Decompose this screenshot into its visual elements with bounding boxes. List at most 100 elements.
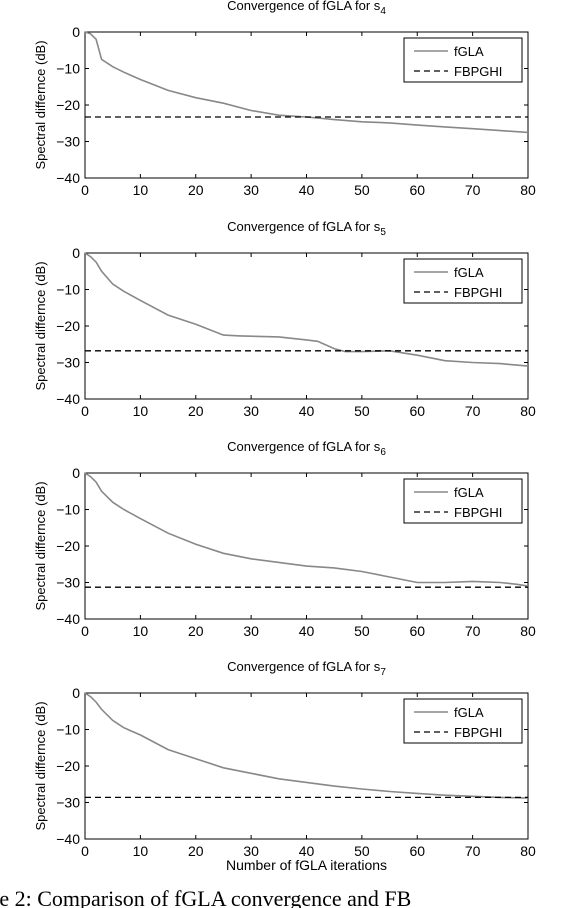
y-tick-label: −20 <box>56 758 80 774</box>
chart-title: Convergence of fGLA for s4 <box>227 0 386 17</box>
figure-caption: re 2: Comparison of fGLA convergence and… <box>0 880 568 908</box>
x-tick-label: 50 <box>354 403 370 419</box>
legend-box <box>403 698 523 744</box>
series-line-fgla <box>84 31 529 134</box>
chart-title-text: Convergence of fGLA for s <box>227 439 381 454</box>
y-tick-label: 0 <box>72 245 80 261</box>
chart-3: Convergence of fGLA for s60 10 20 30 40 50 60 7… <box>33 439 536 639</box>
x-tick-label: 20 <box>188 182 204 198</box>
y-tick-label: −20 <box>56 318 80 334</box>
chart-4: Convergence of fGLA for s70 10 20 30 40 50 60 7… <box>33 659 536 873</box>
chart-title-subscript: 4 <box>380 6 386 17</box>
chart-1: Convergence of fGLA for s40 10 20 30 40 50 60 7… <box>33 0 536 198</box>
x-tick-label: 60 <box>409 182 425 198</box>
x-tick-label: 30 <box>243 843 259 859</box>
y-tick-label: −10 <box>56 61 80 77</box>
y-tick-label: −30 <box>56 575 80 591</box>
legend-label: FBPGHI <box>454 285 502 300</box>
legend-label: FBPGHI <box>454 505 502 520</box>
legend-box <box>403 478 523 524</box>
x-tick-label: 20 <box>188 623 204 639</box>
y-tick-label: −20 <box>56 538 80 554</box>
x-tick-label: 50 <box>354 182 370 198</box>
x-tick-label: 10 <box>133 403 149 419</box>
series-line-fgla <box>84 472 529 587</box>
x-tick-label: 40 <box>299 403 315 419</box>
figure-caption-text: re 2: Comparison of fGLA convergence and… <box>0 886 412 908</box>
x-tick-label: 60 <box>409 623 425 639</box>
y-tick-label: −10 <box>56 502 80 518</box>
chart-title-text: Convergence of fGLA for s <box>227 659 381 674</box>
series-line-fgla <box>84 692 529 799</box>
chart-title-subscript: 7 <box>380 667 386 678</box>
x-tick-label: 0 <box>81 403 89 419</box>
legend: fGLA FBPGHI <box>403 478 523 524</box>
x-tick-label: 70 <box>465 843 481 859</box>
x-tick-label: 50 <box>354 623 370 639</box>
x-axis-label: Number of fGLA iterations <box>226 857 387 873</box>
y-tick-label: −10 <box>56 722 80 738</box>
x-tick-label: 20 <box>188 403 204 419</box>
y-tick-label: 0 <box>72 24 80 40</box>
y-tick-label: 0 <box>72 465 80 481</box>
chart-title: Convergence of fGLA for s7 <box>227 659 386 678</box>
x-tick-label: 0 <box>81 843 89 859</box>
legend-label: FBPGHI <box>454 64 502 79</box>
x-tick-label: 50 <box>354 843 370 859</box>
x-tick-label: 0 <box>81 623 89 639</box>
x-tick-label: 10 <box>133 843 149 859</box>
x-tick-label: 30 <box>243 403 259 419</box>
y-tick-label: −30 <box>56 795 80 811</box>
legend-label: FBPGHI <box>454 725 502 740</box>
x-tick-label: 40 <box>299 623 315 639</box>
legend-box <box>403 258 523 304</box>
chart-title-text: Convergence of fGLA for s <box>227 0 381 13</box>
y-tick-label: −40 <box>56 831 80 847</box>
y-axis-label: Spectral differnce (dB) <box>33 481 48 610</box>
legend-label: fGLA <box>454 485 484 500</box>
y-tick-label: 0 <box>72 685 80 701</box>
chart-title: Convergence of fGLA for s5 <box>227 219 386 238</box>
legend: fGLA FBPGHI <box>403 258 523 304</box>
x-tick-label: 10 <box>133 182 149 198</box>
legend-box <box>403 37 523 83</box>
y-axis-label: Spectral differnce (dB) <box>33 261 48 390</box>
x-tick-label: 80 <box>520 623 536 639</box>
x-tick-label: 80 <box>520 843 536 859</box>
figure-svg: Convergence of fGLA for s40 10 20 30 40 50 60 7… <box>33 0 536 873</box>
x-tick-label: 70 <box>465 623 481 639</box>
x-tick-label: 60 <box>409 403 425 419</box>
chart-2: Convergence of fGLA for s50 10 20 30 40 50 60 7… <box>33 219 536 419</box>
y-tick-label: −40 <box>56 391 80 407</box>
chart-title-subscript: 5 <box>380 227 386 238</box>
y-axis-label: Spectral differnce (dB) <box>33 701 48 830</box>
legend-label: fGLA <box>454 265 484 280</box>
y-tick-label: −30 <box>56 355 80 371</box>
x-tick-label: 70 <box>465 403 481 419</box>
x-tick-label: 80 <box>520 182 536 198</box>
legend: fGLA FBPGHI <box>403 698 523 744</box>
chart-title-subscript: 6 <box>380 447 386 458</box>
x-tick-label: 80 <box>520 403 536 419</box>
legend-label: fGLA <box>454 44 484 59</box>
x-tick-label: 70 <box>465 182 481 198</box>
y-tick-label: −40 <box>56 170 80 186</box>
y-tick-label: −40 <box>56 611 80 627</box>
y-tick-label: −10 <box>56 282 80 298</box>
x-tick-label: 30 <box>243 623 259 639</box>
x-tick-label: 40 <box>299 182 315 198</box>
x-tick-label: 30 <box>243 182 259 198</box>
x-tick-label: 40 <box>299 843 315 859</box>
chart-title-text: Convergence of fGLA for s <box>227 219 381 234</box>
x-tick-label: 60 <box>409 843 425 859</box>
y-tick-label: −30 <box>56 134 80 150</box>
series-line-fgla <box>84 252 529 367</box>
x-tick-label: 20 <box>188 843 204 859</box>
chart-title: Convergence of fGLA for s6 <box>227 439 386 458</box>
y-tick-label: −20 <box>56 97 80 113</box>
x-tick-label: 10 <box>133 623 149 639</box>
y-axis-label: Spectral differnce (dB) <box>33 40 48 169</box>
legend-label: fGLA <box>454 705 484 720</box>
x-tick-label: 0 <box>81 182 89 198</box>
